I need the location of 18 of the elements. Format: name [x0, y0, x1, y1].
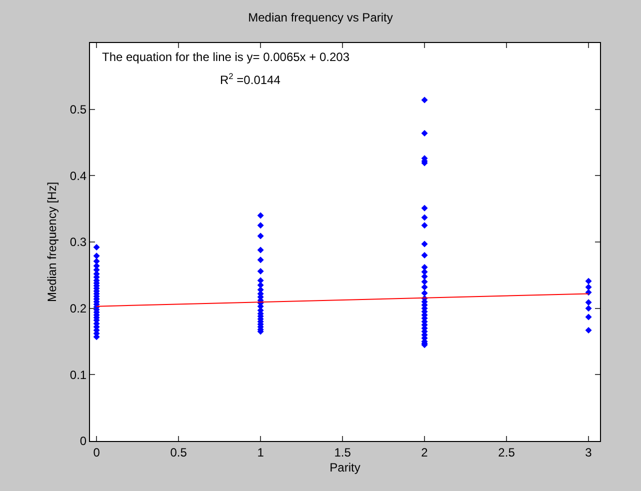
x-tick-label: 3 [585, 445, 592, 460]
x-axis-title: Parity [330, 460, 360, 474]
y-tick-label: 0.5 [70, 102, 87, 117]
y-axis-title: Median frequency [Hz] [45, 182, 59, 302]
x-tick-label: 2 [421, 445, 428, 460]
y-tick-label: 0.3 [70, 235, 87, 250]
x-tick-label: 2.5 [498, 445, 516, 460]
annotation: The equation for the line is y= 0.0065x + 0.203 [102, 50, 350, 64]
chart-title: Median frequency vs Parity [248, 10, 393, 24]
y-tick-label: 0.1 [70, 368, 87, 382]
x-tick-label: 1 [257, 445, 264, 460]
annotation: R$^{2}$ =0.0144 [220, 71, 281, 88]
y-tick-label: 0 [80, 434, 87, 448]
x-tick-label: 0.5 [170, 445, 188, 460]
x-tick-label: 1.5 [334, 445, 352, 460]
x-tick-label: 0 [93, 445, 100, 460]
y-tick-label: 0.2 [70, 302, 87, 316]
y-tick-label: 0.4 [70, 168, 87, 183]
